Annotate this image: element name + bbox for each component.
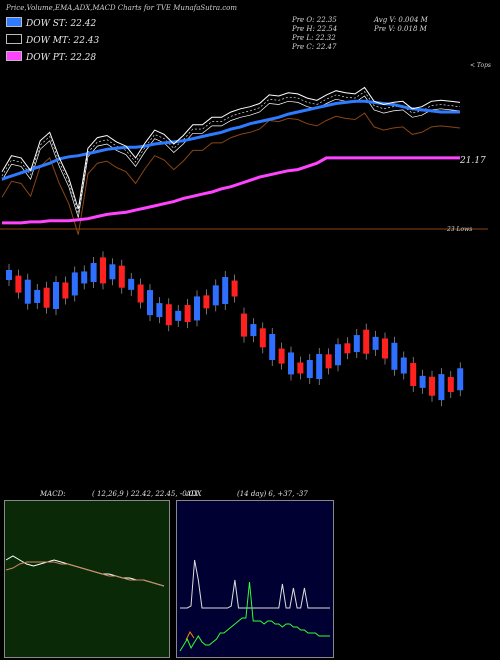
candle-body — [306, 359, 313, 378]
candle-body — [100, 257, 106, 284]
candle-body — [335, 344, 341, 366]
stat-open: Pre O: 22.35 — [292, 16, 337, 24]
candle-body — [325, 354, 332, 369]
candle-body — [156, 303, 163, 318]
stat-close: Pre C: 22.47 — [292, 43, 337, 51]
candle-body — [203, 295, 210, 309]
adx-params: (14 day) 6, +37, -37 — [237, 490, 308, 498]
candle-body — [24, 279, 31, 304]
legend-swatch-st-icon — [6, 17, 22, 27]
candle-body — [410, 363, 417, 387]
candle-body — [109, 264, 116, 280]
candle-body — [269, 334, 276, 361]
stats-volume: Avg V: 0.004 M Pre V: 0.018 M — [374, 16, 428, 34]
candle-body — [419, 375, 426, 388]
adx-di-line — [180, 559, 330, 609]
candle-body — [372, 336, 379, 350]
ema-line-lt — [1, 112, 461, 235]
series-price-line — [1, 86, 461, 210]
candle-body — [316, 354, 323, 380]
price-chart: 21.17 23 Lows — [0, 86, 488, 407]
adx-panel-frame — [176, 500, 334, 658]
legend-label-st: DOW ST: 22.42 — [26, 19, 97, 29]
candle-body — [400, 357, 407, 374]
macd-panel-frame — [4, 500, 170, 658]
candle-body — [241, 313, 247, 337]
chart-title: Price,Volume,EMA,ADX,MACD Charts for TVE… — [6, 4, 238, 12]
candle-body — [457, 368, 464, 391]
candle-body — [344, 343, 351, 354]
stat-low: Pre L: 22.32 — [292, 34, 336, 42]
adx-panel — [176, 500, 334, 658]
candle-body — [363, 329, 370, 354]
candle-body — [71, 272, 78, 296]
price-value-label: 21.17 — [459, 156, 486, 166]
legend-item-st: DOW ST: 22.42 — [6, 17, 99, 29]
candle-body — [15, 275, 22, 293]
macd-panel — [4, 500, 170, 658]
ema-line-dotted — [1, 91, 461, 214]
candle-body — [429, 376, 435, 396]
candle-body — [231, 280, 238, 297]
stat-high: Pre H: 22.54 — [292, 25, 338, 33]
candle-body — [62, 282, 69, 299]
legend-item-pt: DOW PT: 22.28 — [6, 51, 99, 63]
stat-avg-volume: Avg V: 0.004 M — [374, 16, 428, 24]
stat-prev-volume: Pre V: 0.018 M — [374, 25, 427, 33]
candle-body — [353, 335, 360, 353]
candle-body — [438, 374, 445, 401]
stats-ohlc: Pre O: 22.35 Pre H: 22.54 Pre L: 22.32 P… — [292, 16, 337, 52]
macd-label: MACD: — [40, 490, 66, 498]
candle-body — [34, 289, 41, 303]
candle-body — [53, 282, 59, 310]
candle-body — [382, 338, 388, 359]
candle-body — [212, 285, 219, 306]
tops-label: < Tops — [470, 62, 492, 69]
candle-body — [447, 377, 454, 393]
candle-body — [297, 362, 304, 374]
series-dow-st-line — [1, 99, 460, 181]
candle-body — [90, 263, 97, 283]
candle-body — [184, 305, 191, 323]
candle-body — [259, 328, 266, 348]
legend-label-mt: DOW MT: 22.43 — [26, 36, 100, 46]
macd-params: ( 12,26,9 ) 22.42, 22.45, -0.03 — [92, 490, 198, 498]
candle-body — [288, 352, 294, 375]
candle-body — [391, 342, 398, 370]
legend: DOW ST: 22.42 DOW MT: 22.43 DOW PT: 22.2… — [6, 17, 99, 63]
adx-orange-line — [185, 631, 195, 641]
series-dow-pt-line — [2, 156, 460, 225]
candle-body — [147, 290, 153, 316]
candle-body — [222, 277, 229, 305]
lows-label: 23 Lows — [446, 226, 472, 233]
adx-line — [179, 581, 330, 652]
candle-body — [81, 271, 88, 284]
candle-body — [6, 270, 12, 280]
legend-swatch-pt-icon — [6, 51, 22, 61]
candle-body — [118, 265, 125, 288]
adx-label: ADX — [186, 490, 202, 498]
candle-body — [128, 278, 135, 290]
legend-item-mt: DOW MT: 22.43 — [6, 34, 99, 46]
signal-line — [5, 561, 165, 587]
candle-body — [43, 287, 50, 308]
candle-body — [165, 304, 172, 326]
legend-label-pt: DOW PT: 22.28 — [26, 53, 97, 63]
candle-body — [137, 284, 144, 303]
legend-swatch-mt-icon — [6, 34, 22, 44]
candle-body — [250, 324, 257, 337]
candle-body — [194, 296, 200, 321]
ema-line-mt — [1, 95, 461, 218]
candle-body — [175, 310, 182, 321]
candle-body — [278, 348, 285, 364]
